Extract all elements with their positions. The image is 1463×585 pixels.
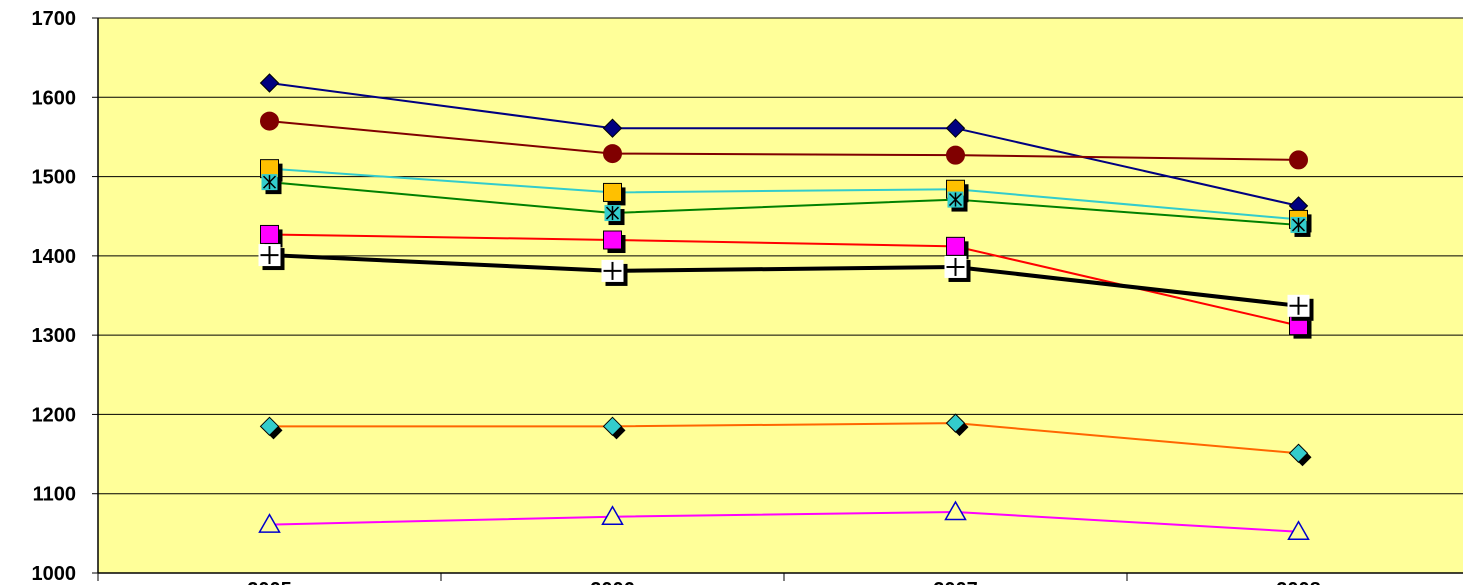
x-tick-label: 2008 — [1276, 579, 1321, 585]
data-point — [1290, 216, 1307, 233]
series-4 — [269, 181, 1299, 226]
data-point — [260, 111, 279, 131]
series-2 — [269, 120, 1299, 161]
plot-area — [98, 18, 1463, 573]
data-point — [945, 118, 966, 138]
series-line — [269, 422, 1299, 455]
series-6-markers — [258, 244, 1314, 321]
data-point — [1287, 294, 1310, 317]
series-line — [269, 510, 1299, 533]
series-line — [269, 167, 1299, 221]
series-line — [269, 253, 1299, 308]
series-2-markers — [260, 111, 1308, 170]
data-point — [259, 416, 280, 437]
data-point — [258, 244, 281, 267]
series-3 — [269, 167, 1299, 221]
data-point — [946, 145, 965, 165]
y-tick-label: 1400 — [32, 246, 77, 268]
tick-labels: 1000 1100 1200 1300 1400 1500 1600 1700 2005 2006… — [32, 8, 1321, 585]
data-point — [603, 230, 622, 250]
series-4-markers — [261, 174, 1311, 237]
y-tick-label: 1100 — [33, 484, 76, 506]
axes — [92, 17, 1463, 581]
data-point — [258, 513, 281, 533]
data-point — [1287, 520, 1310, 541]
y-tick-label: 1300 — [32, 325, 77, 347]
data-point — [604, 205, 621, 222]
data-point — [601, 259, 624, 282]
data-point — [603, 182, 622, 202]
data-point — [602, 118, 623, 138]
series-1 — [269, 82, 1299, 207]
x-tick-label: 2005 — [247, 579, 292, 585]
data-point — [603, 144, 622, 164]
data-point — [261, 174, 278, 191]
series-5-markers — [260, 224, 1312, 339]
data-point — [260, 224, 279, 244]
data-point — [946, 236, 965, 256]
data-point — [1288, 443, 1309, 463]
series-8-markers — [258, 500, 1310, 541]
y-tick-label: 1700 — [32, 8, 77, 30]
data-point — [259, 73, 280, 93]
series-8 — [269, 510, 1299, 533]
y-tick-label: 1000 — [32, 563, 77, 585]
y-tick-label: 1600 — [32, 87, 77, 109]
series-6 — [269, 253, 1299, 308]
y-tick-label: 1500 — [32, 167, 77, 189]
series-line — [269, 82, 1299, 207]
data-point — [947, 191, 964, 208]
data-point — [602, 416, 623, 437]
data-point — [944, 255, 967, 278]
data-point — [601, 505, 624, 525]
series-group — [258, 73, 1314, 541]
data-point — [945, 413, 966, 433]
series-7-markers — [259, 413, 1312, 467]
series-line — [269, 181, 1299, 226]
x-tick-label: 2007 — [933, 579, 978, 585]
y-tick-label: 1200 — [32, 404, 77, 426]
x-tick-label: 2006 — [590, 579, 635, 585]
series-line — [269, 120, 1299, 161]
data-point — [1289, 150, 1308, 170]
data-point — [944, 500, 967, 521]
series-7 — [269, 422, 1299, 455]
